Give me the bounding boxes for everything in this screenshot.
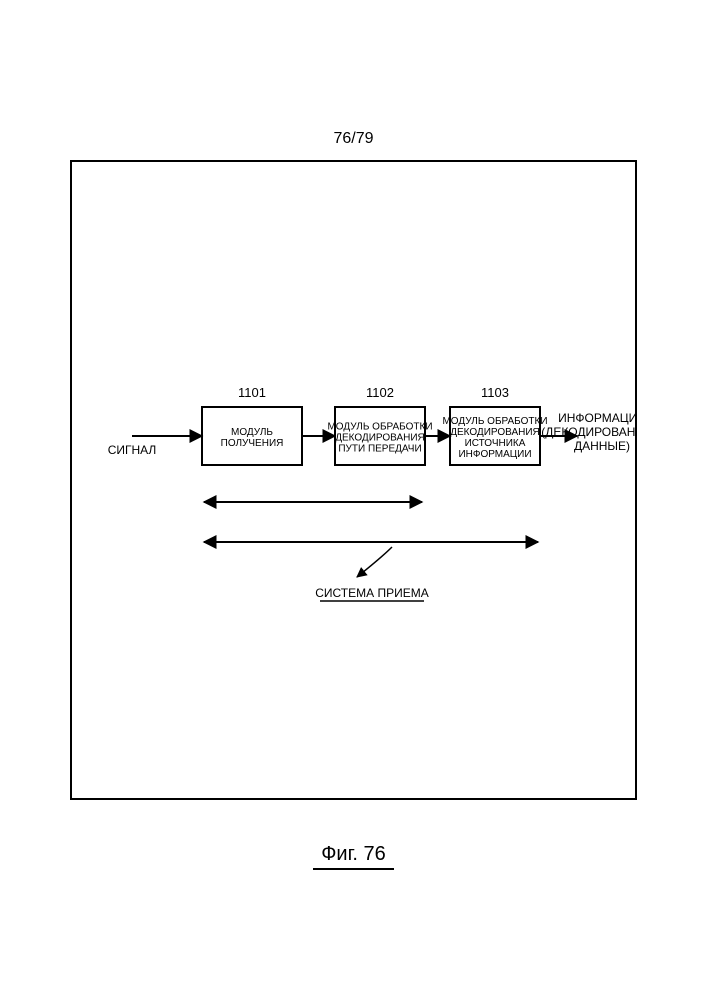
block-label-n2-1: ДЕКОДИРОВАНИЯ — [335, 433, 425, 444]
block-label-n1-1: ПОЛУЧЕНИЯ — [221, 438, 284, 449]
input-label: СИГНАЛ — [108, 443, 157, 457]
figure-caption: Фиг. 76 — [0, 843, 707, 870]
block-label-n3-0: МОДУЛЬ ОБРАБОТКИ — [442, 416, 547, 427]
diagram-svg: 1101МОДУЛЬПОЛУЧЕНИЯ1102МОДУЛЬ ОБРАБОТКИД… — [72, 162, 635, 798]
diagram-frame: 1101МОДУЛЬПОЛУЧЕНИЯ1102МОДУЛЬ ОБРАБОТКИД… — [70, 160, 637, 800]
block-label-n3-1: ДЕКОДИРОВАНИЯ — [450, 427, 540, 438]
figure-caption-text: Фиг. 76 — [313, 843, 394, 870]
block-label-n3-3: ИНФОРМАЦИИ — [458, 449, 531, 460]
ref-n1: 1101 — [238, 385, 266, 400]
page: 76/79 1101 МОДУЛЬПОЛУЧЕНИЯ 1102 МОДУЛЬ ОБРА… — [0, 0, 707, 1000]
system-label: СИСТЕМА ПРИЕМА — [315, 586, 428, 600]
block-label-n2-0: МОДУЛЬ ОБРАБОТКИ — [327, 422, 432, 433]
system-pointer — [357, 547, 392, 577]
block-label-n1-0: МОДУЛЬ — [231, 427, 273, 438]
output-label-3: ДАННЫЕ) — [574, 439, 630, 453]
output-label-1: ИНФОРМАЦИЯ — [558, 411, 635, 425]
ref-n2: 1102 — [366, 385, 394, 400]
block-label-n3-2: ИСТОЧНИКА — [465, 438, 526, 449]
page-number: 76/79 — [0, 130, 707, 148]
ref-n3: 1103 — [481, 385, 509, 400]
output-label-2: (ДЕКОДИРОВАННЫЕ — [541, 425, 635, 439]
block-label-n2-2: ПУТИ ПЕРЕДАЧИ — [338, 444, 421, 455]
